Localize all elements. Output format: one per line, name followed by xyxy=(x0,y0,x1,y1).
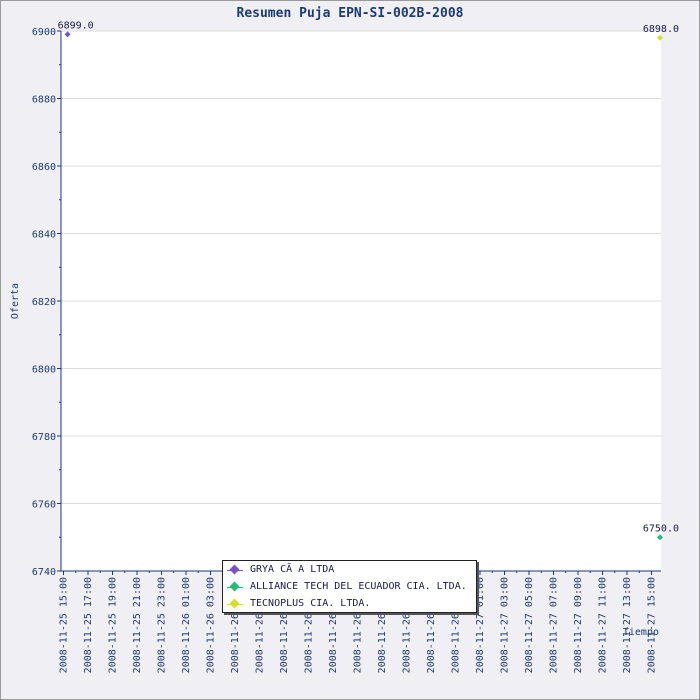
x-tick-label: 2008-11-25 15:00 xyxy=(59,577,70,673)
y-axis-ticks: 6740 6760 6780 6800 6820 6840 6860 6880 6900 xyxy=(32,27,61,578)
x-tick-label: 2008-11-26 05:00 xyxy=(230,577,241,673)
y-tick-label: 6820 xyxy=(32,297,56,308)
x-tick-label: 2008-11-26 01:00 xyxy=(181,577,192,673)
x-tick-label: 2008-11-26 19:00 xyxy=(402,577,413,673)
x-tick-label: 2008-11-27 05:00 xyxy=(524,577,535,673)
y-tick-label: 6760 xyxy=(32,500,56,511)
legend-label: TECNOPLUS CIA. LTDA. xyxy=(250,598,371,609)
y-tick-label: 6840 xyxy=(32,230,56,241)
data-point xyxy=(657,534,663,541)
data-point xyxy=(657,34,663,41)
x-tick-label: 2008-11-25 19:00 xyxy=(108,577,119,673)
y-axis-label: Oferta xyxy=(10,283,21,319)
x-tick-label: 2008-11-26 23:00 xyxy=(451,577,462,673)
y-tick-label: 6900 xyxy=(32,27,56,38)
y-tick-label: 6740 xyxy=(32,567,56,578)
x-tick-label: 2008-11-25 17:00 xyxy=(83,577,94,673)
x-tick-label: 2008-11-25 21:00 xyxy=(132,577,143,673)
y-tick-label: 6860 xyxy=(32,162,56,173)
x-tick-label: 2008-11-26 09:00 xyxy=(279,577,290,673)
x-tick-label: 2008-11-26 07:00 xyxy=(255,577,266,673)
chart-title: Resumen Puja EPN-SI-002B-2008 xyxy=(237,6,464,21)
x-tick-label: 2008-11-26 03:00 xyxy=(206,577,217,673)
legend-marker xyxy=(229,564,240,575)
x-tick-label: 2008-11-27 01:00 xyxy=(475,577,486,673)
x-tick-label: 2008-11-26 15:00 xyxy=(353,577,364,673)
data-label: 6899.0 xyxy=(58,20,94,31)
x-tick-label: 2008-11-27 09:00 xyxy=(573,577,584,673)
x-tick-label: 2008-11-25 23:00 xyxy=(157,577,168,673)
x-tick-label: 2008-11-27 07:00 xyxy=(549,577,560,673)
x-axis-label: Tiempo xyxy=(623,627,659,638)
legend-item: TECNOPLUS CIA. LTDA. xyxy=(223,597,476,612)
x-tick-label: 2008-11-26 17:00 xyxy=(377,577,388,673)
y-tick-label: 6880 xyxy=(32,95,56,106)
grid-lines xyxy=(61,30,661,504)
x-tick-label: 2008-11-27 03:00 xyxy=(500,577,511,673)
data-label: 6750.0 xyxy=(643,523,679,534)
x-tick-label: 2008-11-27 13:00 xyxy=(622,577,633,673)
legend-item: GRYA CÃ A LTDA xyxy=(223,563,476,578)
data-points: 6899.0 6750.0 6898.0 xyxy=(58,20,679,541)
x-tick-label: 2008-11-26 13:00 xyxy=(328,577,339,673)
x-tick-label: 2008-11-26 21:00 xyxy=(426,577,437,673)
data-label: 6898.0 xyxy=(643,24,679,35)
legend-marker xyxy=(229,581,240,592)
x-axis-ticks: 2008-11-25 15:00 2008-11-25 17:00 2008-11-… xyxy=(59,571,658,673)
data-point xyxy=(64,31,71,38)
x-tick-label: 2008-11-26 11:00 xyxy=(304,577,315,673)
chart-legend: GRYA CÃ A LTDA ALLIANCE TECH DEL ECUADOR… xyxy=(222,560,477,613)
x-tick-label: 2008-11-27 11:00 xyxy=(598,577,609,673)
legend-label: GRYA CÃ A LTDA xyxy=(250,564,335,575)
x-tick-label: 2008-11-27 15:00 xyxy=(647,577,658,673)
legend-item: ALLIANCE TECH DEL ECUADOR CIA. LTDA. xyxy=(223,580,476,595)
y-tick-label: 6780 xyxy=(32,432,56,443)
legend-marker xyxy=(229,598,240,609)
y-tick-label: 6800 xyxy=(32,365,56,376)
legend-label: ALLIANCE TECH DEL ECUADOR CIA. LTDA. xyxy=(250,581,467,592)
